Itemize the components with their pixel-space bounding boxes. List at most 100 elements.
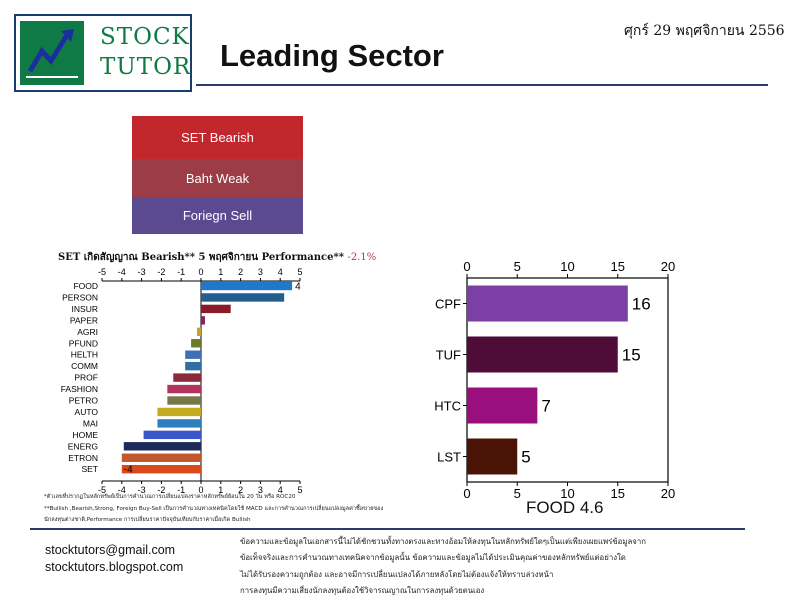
disclaimer-line-3: ไม่ได้รับรองความถูกต้อง และอาจมีการเปลี่…: [240, 570, 554, 579]
x-tick-label-top: 0: [198, 267, 203, 277]
bar-food: [201, 281, 293, 291]
category-label-paper: PAPER: [70, 315, 98, 325]
bar-etron: [121, 453, 201, 462]
brand-name-line1: STOCK: [100, 24, 190, 50]
bar-home: [143, 430, 201, 440]
value-label-cpf: 16: [632, 295, 651, 314]
x-tick-label-bottom: 2: [238, 485, 243, 495]
value-label-set: -4: [124, 465, 133, 476]
category-label-agri: AGRI: [77, 327, 98, 337]
x-tick-label-bottom: -5: [98, 485, 106, 495]
bar-energ: [123, 442, 201, 451]
x-tick-label-bottom: 5: [514, 486, 521, 501]
x-tick-label-top: 3: [258, 267, 263, 277]
x-tick-label-top: 4: [278, 267, 283, 277]
header-divider: [196, 84, 768, 86]
bar-mai: [157, 419, 201, 428]
status-set: SET Bearish: [132, 116, 303, 159]
x-tick-label-top: 1: [218, 267, 223, 277]
page-title: Leading Sector: [220, 38, 444, 73]
category-label-petro: PETRO: [69, 396, 99, 406]
x-tick-label-bottom: 10: [560, 486, 574, 501]
sector-footnote-1: *ตัวเลขที่ปรากฏในหลักทรัพย์เป็นการคำนวณก…: [44, 494, 296, 500]
category-label-lst: LST: [437, 450, 461, 465]
category-label-comm: COMM: [71, 361, 98, 371]
category-label-pfund: PFUND: [69, 338, 98, 348]
footer-divider: [30, 528, 745, 530]
category-label-food: FOOD: [73, 281, 98, 291]
x-tick-label-bottom: 3: [258, 485, 263, 495]
value-label-lst: 5: [521, 448, 530, 467]
category-label-insur: INSUR: [72, 304, 98, 314]
bar-helth: [185, 350, 201, 359]
status-foreign: Foriegn Sell: [132, 197, 303, 234]
x-tick-label-bottom: 4: [278, 485, 283, 495]
category-label-set: SET: [81, 464, 98, 474]
disclaimer-line-4: การลงทุนมีความเสี่ยงนักลงทุนต้องใช้วิจาร…: [240, 586, 485, 595]
category-label-mai: MAI: [83, 418, 98, 428]
category-label-etron: ETRON: [68, 453, 98, 463]
x-tick-label-bottom: 15: [611, 486, 625, 501]
x-tick-label-top: 2: [238, 267, 243, 277]
category-label-person: PERSON: [62, 292, 98, 302]
x-tick-label-top: -3: [138, 267, 146, 277]
category-label-tuf: TUF: [436, 348, 461, 363]
disclaimer-line-2: ข้อเท็จจริงและการคำนวณทางเทคนิคจากข้อมูล…: [240, 553, 626, 562]
category-label-energ: ENERG: [68, 441, 98, 451]
sector-performance-value: -2.1%: [347, 252, 377, 263]
x-tick-label-bottom: 0: [198, 485, 203, 495]
chart-arrow-icon: [20, 21, 84, 85]
category-label-prof: PROF: [74, 373, 98, 383]
report-date: ศุกร์ 29 พฤศจิกายน 2556: [624, 23, 785, 39]
category-label-fashion: FASHION: [61, 384, 98, 394]
bar-fashion: [167, 384, 201, 394]
status-baht: Baht Weak: [132, 159, 303, 197]
status-foreign-label: Foriegn Sell: [182, 208, 253, 223]
x-tick-label-bottom: -4: [118, 485, 126, 495]
bar-tuf: [467, 336, 618, 373]
x-tick-label-top: -4: [118, 267, 126, 277]
x-tick-label-bottom: 0: [463, 486, 470, 501]
x-tick-label-top: 0: [463, 259, 470, 274]
bar-pfund: [191, 339, 201, 348]
sector-footnote-3: นักลงทุนต่างชาติ,Performance การเปลี่ยนร…: [44, 517, 251, 523]
category-label-htc: HTC: [434, 399, 461, 414]
x-tick-label-bottom: 5: [297, 485, 302, 495]
bar-comm: [185, 361, 201, 371]
x-tick-label-top: -5: [98, 267, 106, 277]
bar-cpf: [467, 285, 628, 322]
value-label-food: 4: [295, 282, 301, 293]
sector-chart-subtitle: SET เกิดสัญญาณ Bearish** 5 พฤศจิกายน Per…: [58, 250, 376, 265]
bar-insur: [201, 304, 231, 314]
brand-logo: STOCK TUTOR: [14, 14, 192, 92]
category-label-helth: HELTH: [71, 350, 98, 360]
bar-paper: [201, 316, 205, 325]
bar-petro: [167, 396, 201, 405]
status-baht-label: Baht Weak: [185, 170, 250, 186]
x-tick-label-top: -2: [157, 267, 165, 277]
value-label-tuf: 15: [622, 346, 641, 365]
x-tick-label-bottom: -3: [138, 485, 146, 495]
contact-email[interactable]: stocktutors@gmail.com: [45, 543, 176, 557]
bar-auto: [157, 407, 201, 417]
x-tick-label-top: 10: [560, 259, 574, 274]
x-tick-label-bottom: -1: [177, 485, 185, 495]
food-sector-summary: FOOD 4.6: [526, 498, 604, 517]
contact-blog[interactable]: stocktutors.blogspot.com: [45, 560, 184, 574]
bar-lst: [467, 438, 518, 475]
x-tick-label-bottom: 20: [661, 486, 675, 501]
value-label-htc: 7: [541, 397, 550, 416]
sector-chart-subtitle-text: SET เกิดสัญญาณ Bearish** 5 พฤศจิกายน Per…: [58, 252, 344, 263]
category-label-auto: AUTO: [75, 407, 99, 417]
disclaimer-line-1: ข้อความและข้อมูลในเอกสารนี้ไม่ได้ชักชวนท…: [240, 537, 646, 546]
category-label-home: HOME: [73, 430, 99, 440]
x-tick-label-top: 15: [611, 259, 625, 274]
x-tick-label-top: 5: [297, 267, 302, 277]
x-tick-label-bottom: -2: [157, 485, 165, 495]
bar-set: [121, 465, 201, 474]
bar-prof: [173, 373, 201, 382]
sector-footnote-2: **Bullish ,Bearish,Strong, Foreign Buy-S…: [44, 506, 384, 512]
bar-htc: [467, 387, 538, 424]
